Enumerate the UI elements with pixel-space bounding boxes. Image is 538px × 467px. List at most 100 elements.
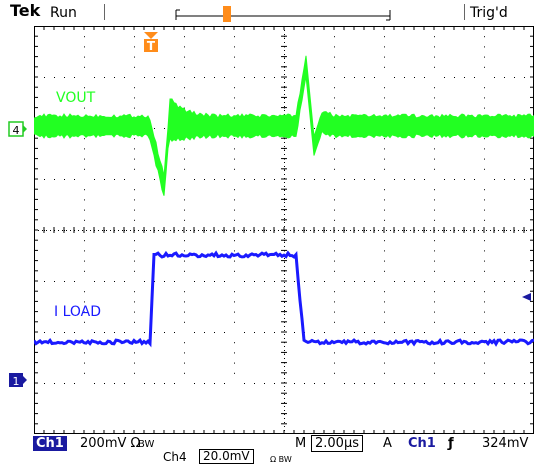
center-axis-dot [398, 230, 399, 231]
center-axis-dot [284, 242, 285, 243]
center-axis-dot [126, 230, 127, 231]
center-axis-dot [284, 110, 285, 111]
grid-dot [294, 281, 295, 282]
grid-dot [184, 362, 185, 364]
center-axis-dot [284, 294, 285, 295]
center-axis-dot [66, 230, 67, 231]
iload-trace [34, 250, 534, 348]
grid-dot [434, 189, 435, 191]
grid-dot [434, 291, 435, 293]
ch4-ground-marker[interactable]: 4 [8, 121, 28, 137]
center-axis-dot [284, 86, 285, 87]
grid-dot [114, 179, 115, 180]
grid-dot [424, 332, 425, 333]
timebase-value[interactable]: 2.00µs [311, 435, 363, 452]
grid-dot [434, 56, 435, 58]
grid-dot [444, 179, 445, 180]
trigger-level-marker[interactable] [521, 292, 533, 302]
grid-dot [514, 77, 515, 78]
center-axis-dot [506, 230, 507, 231]
center-axis-dot [284, 338, 285, 339]
grid-dot [484, 199, 485, 201]
center-axis-dot [70, 230, 71, 231]
grid-dot [84, 250, 85, 252]
grid-dot [434, 46, 435, 48]
grid-dot [324, 332, 325, 333]
center-axis-dot [406, 230, 407, 231]
center-axis-dot [284, 366, 285, 367]
grid-dot [424, 179, 425, 180]
record-position-indicator[interactable] [170, 2, 396, 24]
grid-dot [354, 383, 355, 384]
trigger-source[interactable]: Ch1 [408, 436, 436, 451]
grid-dot [434, 260, 435, 262]
grid-dot [194, 383, 195, 384]
center-axis-dot [414, 230, 415, 231]
grid-dot [494, 281, 495, 282]
grid-dot [304, 281, 305, 282]
grid-dot [444, 281, 445, 282]
center-axis-dot [354, 230, 355, 231]
grid-dot [144, 332, 145, 333]
center-axis-dot [284, 406, 285, 407]
grid-dot [74, 77, 75, 78]
ch4-badge[interactable]: Ch4 [163, 450, 187, 464]
center-axis-dot [284, 154, 285, 155]
grid-dot [394, 332, 395, 333]
center-axis-dot [284, 326, 285, 327]
center-axis-dot [284, 34, 285, 35]
grid-dot [434, 352, 435, 354]
grid-dot [394, 77, 395, 78]
grid-dot [304, 383, 305, 384]
grid-dot [84, 148, 85, 150]
center-axis-dot [114, 230, 115, 231]
center-axis-dot [38, 230, 39, 231]
grid-dot [234, 372, 235, 374]
grid-dot [134, 168, 135, 170]
center-axis-dot [146, 230, 147, 231]
grid-dot [174, 383, 175, 384]
grid-dot [244, 332, 245, 333]
grid-dot [134, 46, 135, 48]
grid-dot [384, 189, 385, 191]
trigger-status: Trig'd [470, 5, 508, 21]
center-axis-dot [284, 422, 285, 423]
center-axis-dot [284, 234, 285, 235]
center-axis-dot [284, 202, 285, 203]
grid-dot [374, 179, 375, 180]
center-axis-dot [284, 306, 285, 307]
ch1-ground-marker[interactable]: 1 [8, 372, 28, 388]
grid-dot [434, 199, 435, 201]
center-axis-dot [284, 42, 285, 43]
grid-dot [94, 281, 95, 282]
grid-dot [484, 240, 485, 242]
grid-dot [134, 352, 135, 354]
grid-dot [454, 383, 455, 384]
grid-dot [224, 281, 225, 282]
grid-dot [84, 362, 85, 364]
center-axis-dot [314, 230, 315, 231]
grid-dot [484, 36, 485, 38]
grid-dot [384, 97, 385, 99]
rising-edge-icon: ƒ [448, 436, 454, 451]
trigger-position-marker[interactable]: T [143, 31, 159, 53]
grid-dot [254, 77, 255, 78]
grid-dot [84, 66, 85, 68]
center-axis-dot [284, 102, 285, 103]
acquisition-state: Run [50, 5, 77, 21]
ch1-badge[interactable]: Ch1 [33, 436, 67, 451]
center-axis-dot [284, 402, 285, 403]
grid-dot [84, 87, 85, 89]
center-axis-dot [62, 230, 63, 231]
grid-dot [444, 332, 445, 333]
grid-dot [384, 148, 385, 150]
center-axis-dot [210, 230, 211, 231]
grid-dot [84, 311, 85, 313]
grid-dot [434, 97, 435, 99]
waveform-display[interactable]: VOUT I LOAD [34, 26, 534, 434]
grid-dot [424, 77, 425, 78]
grid-dot [174, 77, 175, 78]
center-axis-dot [284, 334, 285, 335]
center-axis-dot [284, 238, 285, 239]
grid-dot [144, 383, 145, 384]
